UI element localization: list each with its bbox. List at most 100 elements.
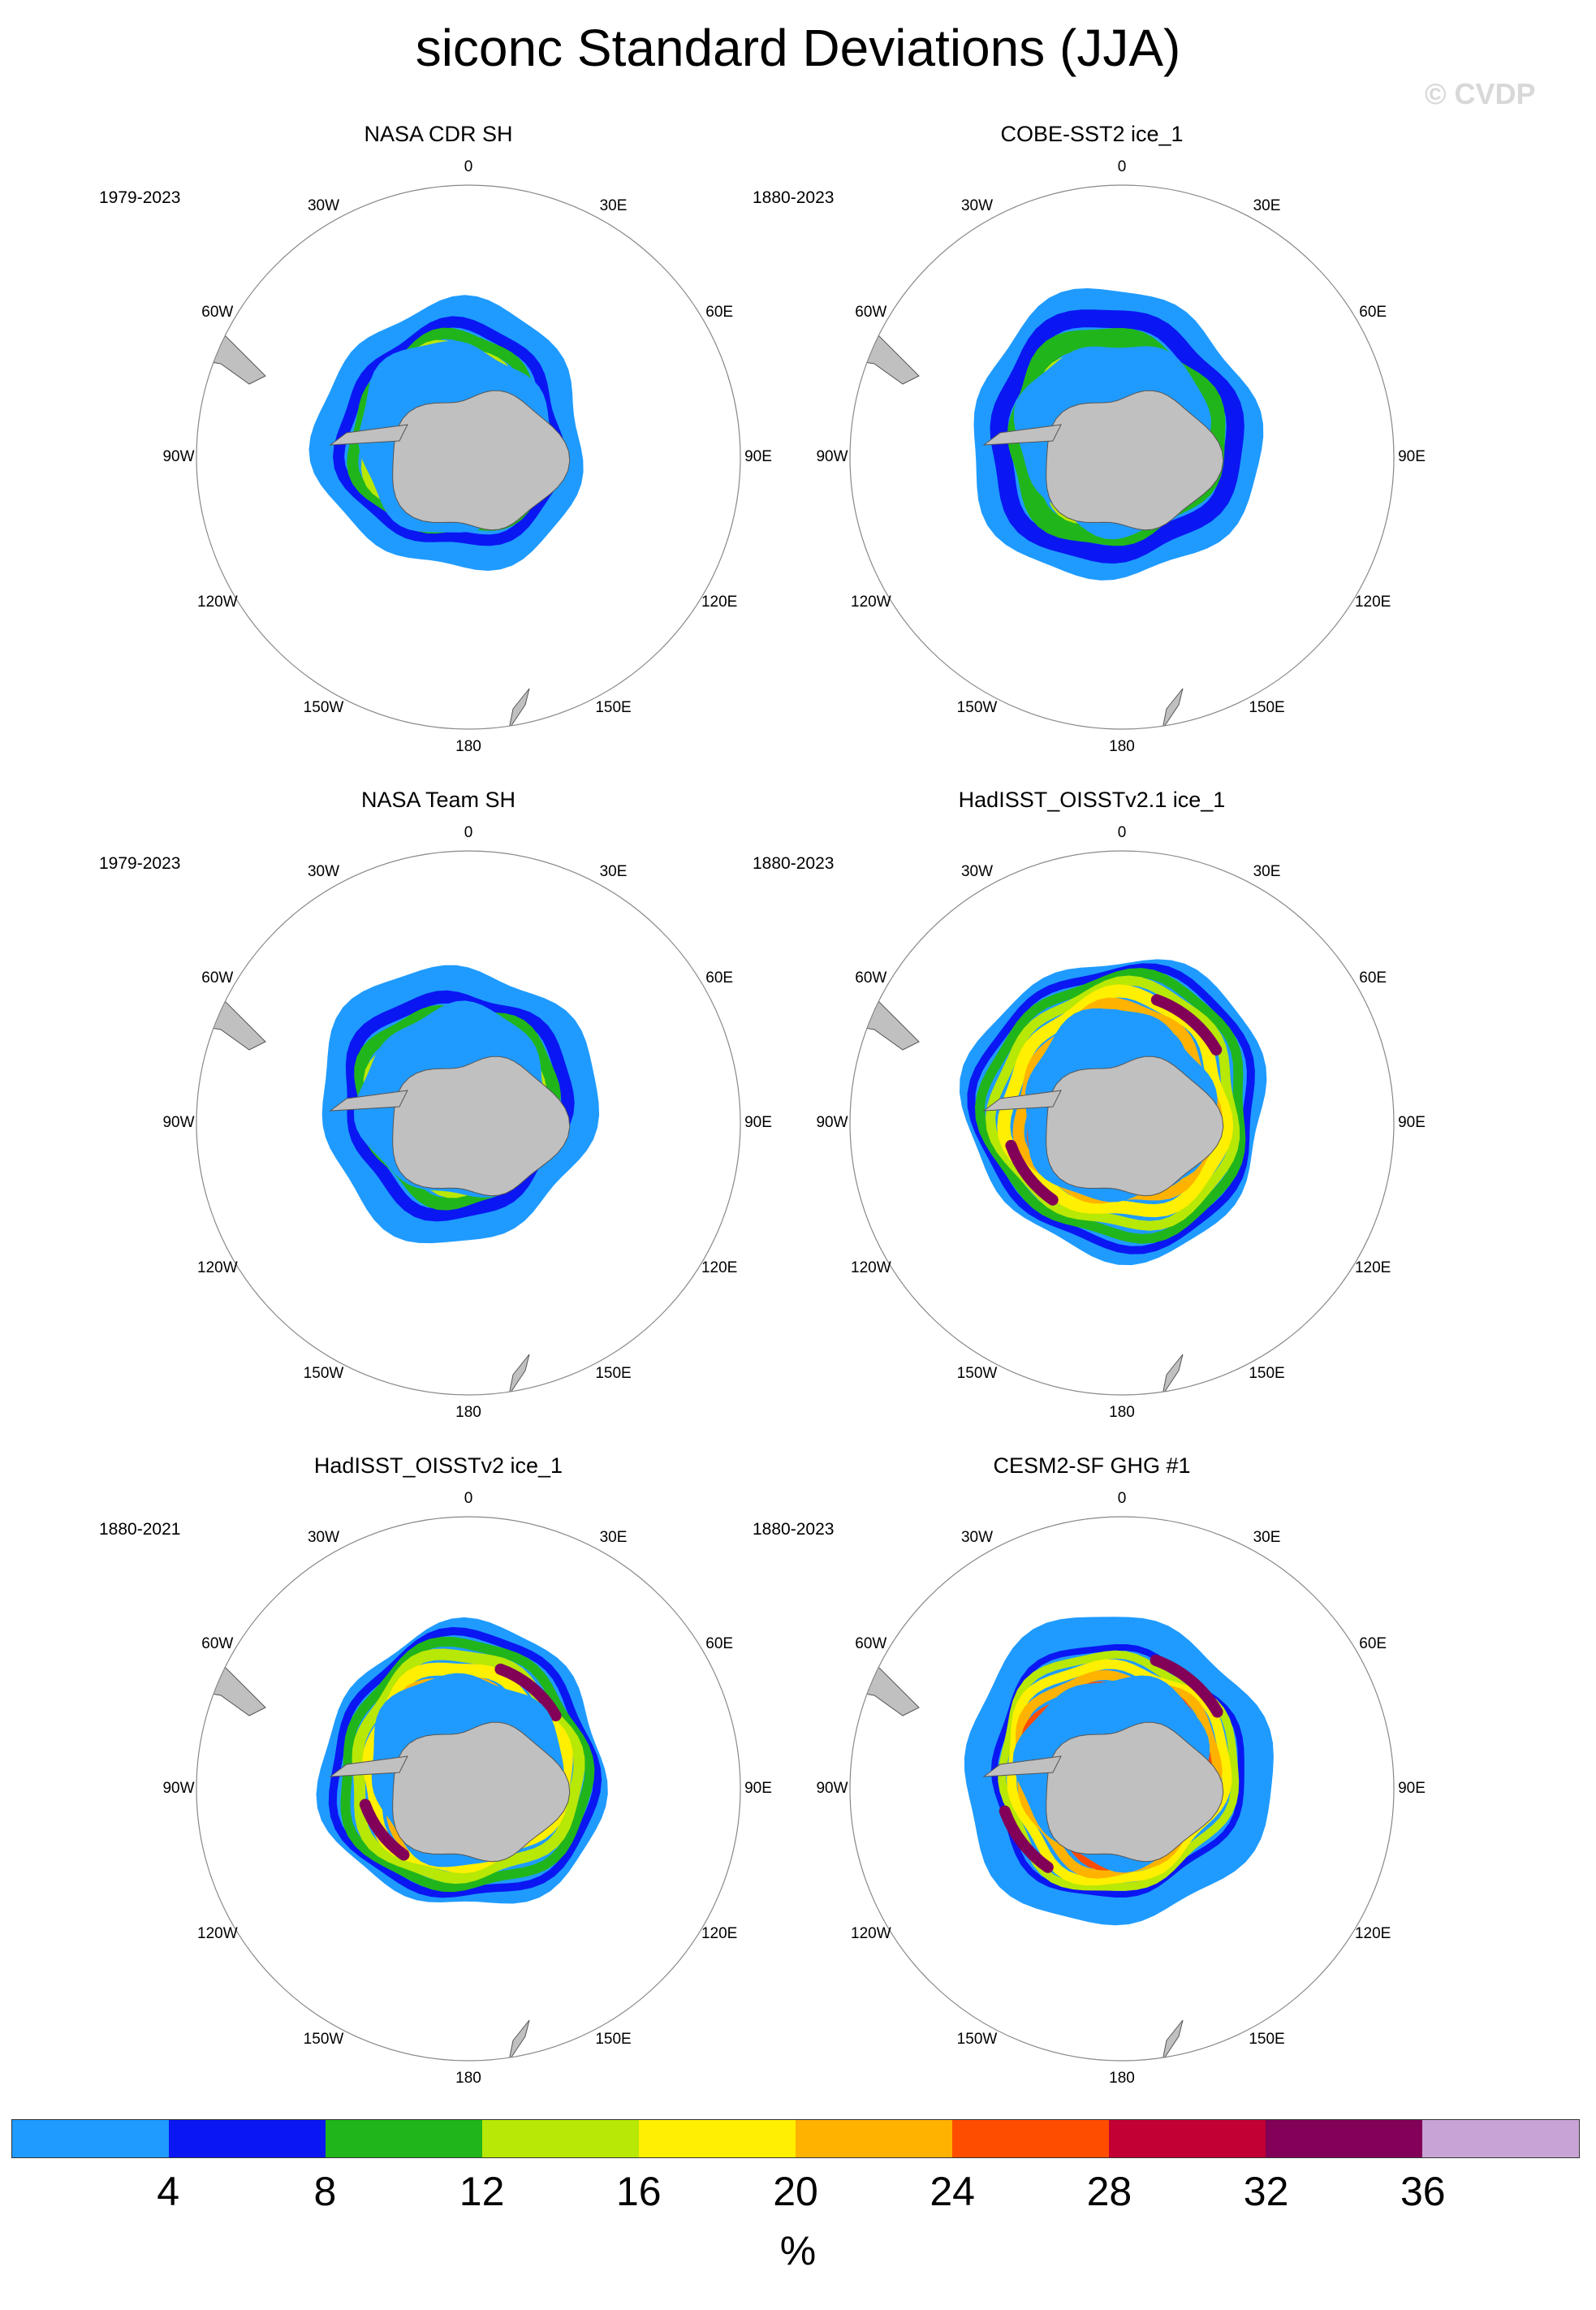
antarctic-peninsula xyxy=(982,1090,1062,1112)
south-america-tip xyxy=(850,988,920,1051)
map-boundary xyxy=(196,850,741,1396)
longitude-label: 30W xyxy=(307,862,340,880)
longitude-label: 30W xyxy=(307,196,340,214)
south-america-tip xyxy=(850,322,920,385)
longitude-label: 30E xyxy=(1253,196,1281,214)
colorbar-swatch xyxy=(796,2120,952,2157)
new-zealand xyxy=(1162,1354,1184,1395)
longitude-label: 90E xyxy=(1398,448,1426,465)
new-zealand xyxy=(1162,688,1184,729)
longitude-label: 150E xyxy=(1249,2031,1285,2049)
map-panel: COBE-SST2 ice_1 1880-2023 0 30E 60E 90E 120E 15… xyxy=(735,122,1449,771)
colorbar-swatch xyxy=(952,2120,1109,2157)
longitude-label: 30W xyxy=(960,1528,994,1546)
longitude-label: 0 xyxy=(1117,1490,1127,1507)
longitude-label: 0 xyxy=(464,824,473,841)
map-boundary xyxy=(196,184,741,730)
map-boundary xyxy=(849,1516,1395,2062)
colorbar-tick-label: 16 xyxy=(615,2169,662,2214)
panel-title: NASA CDR SH xyxy=(364,122,513,146)
south-america-tip xyxy=(196,322,266,385)
antarctica-landmass xyxy=(1046,1721,1224,1863)
std-hotspot xyxy=(359,1798,410,1861)
panel-title: HadISST_OISSTv2 ice_1 xyxy=(313,1453,563,1478)
new-zealand xyxy=(508,688,530,729)
longitude-label: 150W xyxy=(956,1365,998,1383)
longitude-label: 90E xyxy=(1398,1114,1426,1131)
std-band-level-1 xyxy=(328,1626,602,1898)
panel-title: HadISST_OISSTv2.1 ice_1 xyxy=(958,788,1226,812)
longitude-label: 90W xyxy=(816,1114,848,1131)
longitude-label: 60E xyxy=(705,303,734,321)
longitude-label: 150W xyxy=(303,2031,344,2049)
panel-period: 1979-2023 xyxy=(99,188,181,207)
longitude-label: 120W xyxy=(197,593,238,611)
longitude-label: 30W xyxy=(960,196,994,214)
panel-title: COBE-SST2 ice_1 xyxy=(1000,122,1184,146)
longitude-label: 90E xyxy=(1398,1780,1426,1797)
antarctic-peninsula xyxy=(329,1755,408,1777)
map-boundary xyxy=(849,850,1395,1396)
colorbar-swatch xyxy=(1266,2120,1422,2157)
colorbar-tick-label: 8 xyxy=(313,2169,337,2214)
south-america-tip xyxy=(196,988,266,1051)
antarctica-landmass xyxy=(392,1056,571,1197)
new-zealand xyxy=(508,2019,530,2061)
panel-period: 1880-2023 xyxy=(753,188,835,207)
std-band-level-1 xyxy=(333,316,567,546)
longitude-label: 120W xyxy=(851,1259,891,1276)
longitude-label: 0 xyxy=(464,1490,473,1507)
longitude-label: 180 xyxy=(455,1404,481,1421)
longitude-label: 150W xyxy=(303,1365,344,1383)
tasmania xyxy=(1271,1345,1289,1363)
longitude-label: 30E xyxy=(599,862,628,880)
antarctic-peninsula xyxy=(982,1755,1062,1777)
longitude-label: 30E xyxy=(1253,1528,1281,1546)
colorbar-swatch xyxy=(326,2120,482,2157)
polar-map xyxy=(849,1516,1395,2062)
longitude-label: 60W xyxy=(201,1634,234,1652)
longitude-label: 120W xyxy=(197,1924,238,1942)
longitude-label: 60E xyxy=(705,969,734,987)
panel-period: 1979-2023 xyxy=(99,854,181,873)
longitude-label: 60E xyxy=(1359,1634,1387,1652)
longitude-label: 60W xyxy=(855,1634,887,1652)
tasmania xyxy=(618,2011,636,2029)
longitude-label: 30E xyxy=(599,1528,628,1546)
longitude-label: 90E xyxy=(744,448,772,465)
polar-map xyxy=(196,1516,741,2062)
longitude-label: 30E xyxy=(599,196,628,214)
south-america-tip xyxy=(196,1654,266,1716)
longitude-label: 90W xyxy=(162,1780,195,1797)
std-band-level-2 xyxy=(340,1636,595,1893)
longitude-label: 120W xyxy=(197,1259,238,1276)
longitude-label: 60W xyxy=(855,303,887,321)
std-band-level-2 xyxy=(354,1004,561,1211)
map-boundary xyxy=(849,184,1395,730)
page-title: siconc Standard Deviations (JJA) xyxy=(415,19,1181,77)
std-band-level-1 xyxy=(967,963,1255,1254)
longitude-label: 60E xyxy=(705,1634,734,1652)
map-panel: HadISST_OISSTv2.1 ice_1 1880-2023 0 30E 60E 9… xyxy=(735,788,1449,1437)
longitude-label: 90W xyxy=(162,1114,195,1131)
std-band-level-4 xyxy=(997,984,1234,1218)
colorbar-unit: % xyxy=(779,2228,817,2273)
colorbar-tick-label: 36 xyxy=(1400,2169,1446,2214)
antarctic-peninsula xyxy=(329,1090,408,1112)
colorbar-swatch xyxy=(12,2120,169,2157)
longitude-label: 150E xyxy=(595,699,632,717)
longitude-label: 150E xyxy=(595,2031,632,2049)
std-hotspot xyxy=(1005,1139,1059,1206)
longitude-label: 180 xyxy=(1109,738,1135,755)
panel-period: 1880-2021 xyxy=(99,1520,181,1539)
longitude-label: 0 xyxy=(464,158,473,175)
longitude-label: 120E xyxy=(1354,1259,1391,1276)
map-panel: CESM2-SF GHG #1 1880-2023 0 30E 60E 90E 120E 15… xyxy=(735,1453,1449,2103)
longitude-label: 90W xyxy=(816,1780,848,1797)
std-band-level-1 xyxy=(990,309,1244,564)
longitude-label: 120E xyxy=(1354,1924,1391,1942)
watermark-logo: © CVDP xyxy=(1425,77,1536,110)
longitude-label: 60W xyxy=(201,969,234,987)
antarctica-landmass xyxy=(1046,390,1224,531)
longitude-label: 120E xyxy=(701,1924,738,1942)
